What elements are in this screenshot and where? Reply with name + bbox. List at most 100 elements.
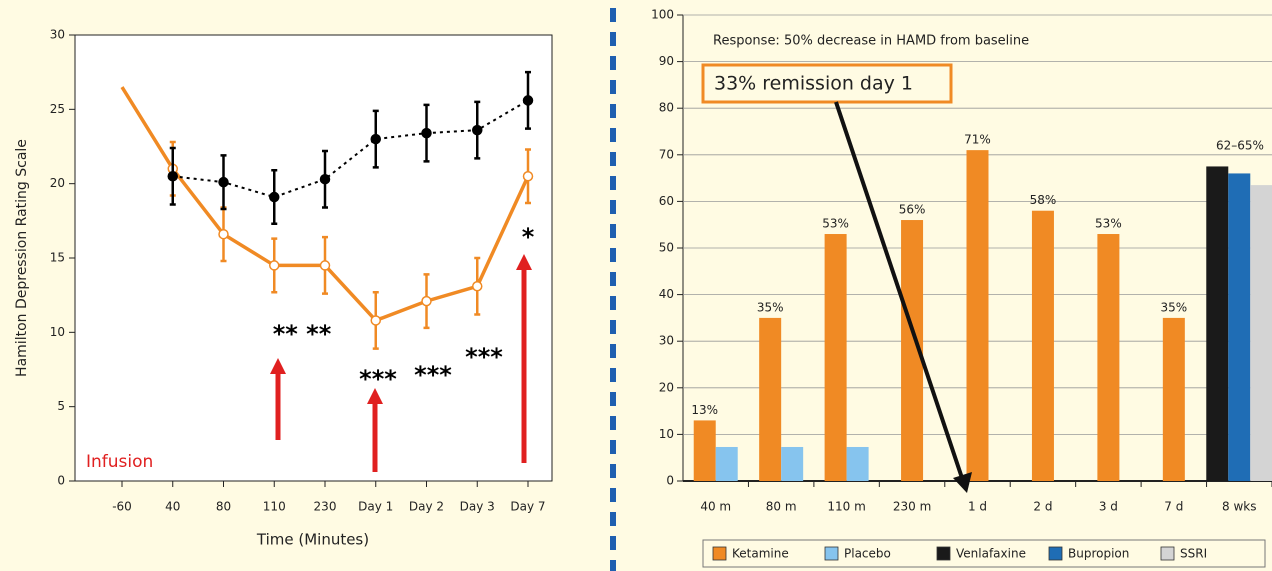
bar bbox=[901, 220, 924, 482]
x-tick-label: 110 bbox=[263, 500, 286, 514]
red-arrow-head bbox=[367, 388, 383, 404]
x-tick-label: 40 bbox=[165, 500, 180, 514]
bar bbox=[1228, 173, 1251, 481]
x-tick-label: 110 m bbox=[827, 500, 865, 514]
point bbox=[421, 127, 432, 139]
legend-swatch bbox=[936, 546, 951, 561]
x-tick-label: Day 7 bbox=[510, 500, 545, 514]
bar bbox=[1031, 210, 1054, 481]
significance-stars: *** bbox=[414, 361, 452, 389]
point bbox=[522, 170, 534, 182]
significance-stars: *** bbox=[465, 343, 503, 371]
legend-swatch bbox=[1160, 546, 1175, 561]
y-tick-label: 20 bbox=[659, 380, 674, 394]
y-tick-label: 90 bbox=[659, 54, 674, 68]
bar bbox=[824, 234, 847, 481]
legend-label: Ketamine bbox=[732, 547, 789, 561]
point bbox=[472, 124, 483, 136]
y-tick-label: 10 bbox=[659, 427, 674, 441]
pointer-arrow bbox=[834, 101, 964, 479]
point bbox=[218, 228, 229, 240]
value-label: 53% bbox=[1095, 217, 1122, 231]
value-label: 56% bbox=[899, 203, 926, 217]
point bbox=[421, 295, 432, 307]
bar bbox=[1250, 185, 1272, 481]
annotation-box bbox=[701, 63, 953, 104]
value-label: 58% bbox=[1030, 193, 1057, 207]
legend-swatch bbox=[824, 546, 839, 561]
bar bbox=[759, 317, 782, 481]
significance-stars: * bbox=[522, 223, 535, 251]
point bbox=[472, 280, 483, 292]
legend-label: Placebo bbox=[844, 547, 891, 561]
point bbox=[167, 170, 178, 182]
y-tick-label: 30 bbox=[50, 28, 65, 42]
point bbox=[370, 133, 381, 145]
bar bbox=[693, 420, 716, 481]
y-tick-label: 15 bbox=[50, 251, 65, 265]
bar bbox=[1162, 317, 1185, 481]
x-tick-label: 230 bbox=[314, 500, 337, 514]
point bbox=[319, 173, 331, 185]
y-tick-label: 70 bbox=[659, 147, 674, 161]
y-tick-label: 60 bbox=[659, 194, 674, 208]
y-tick-label: 100 bbox=[651, 8, 674, 22]
value-label: 71% bbox=[964, 133, 991, 147]
x-tick-label: 40 m bbox=[700, 500, 731, 514]
y-tick-label: 20 bbox=[50, 176, 65, 190]
y-tick-label: 25 bbox=[50, 102, 65, 116]
y-tick-label: 0 bbox=[57, 474, 65, 488]
x-tick-label: 80 m bbox=[766, 500, 797, 514]
y-tick-label: 40 bbox=[659, 287, 674, 301]
bar bbox=[715, 446, 738, 481]
y-tick-label: 30 bbox=[659, 334, 674, 348]
point bbox=[218, 176, 229, 188]
point bbox=[269, 260, 280, 271]
y-tick-label: 80 bbox=[659, 101, 674, 115]
legend-label: SSRI bbox=[1180, 547, 1207, 561]
bar bbox=[1206, 166, 1229, 481]
arrows bbox=[270, 254, 532, 472]
y-tick-label: 50 bbox=[659, 241, 674, 255]
x-tick-label: Day 2 bbox=[409, 500, 444, 514]
x-tick-label: 230 m bbox=[893, 500, 931, 514]
value-label: 35% bbox=[757, 300, 784, 314]
x-tick-label: 3 d bbox=[1099, 500, 1118, 514]
significance-stars: ** ** bbox=[273, 320, 332, 348]
y-axis-label: Hamilton Depression Rating Scale bbox=[14, 139, 30, 377]
red-arrow-head bbox=[270, 358, 286, 374]
series-line bbox=[172, 99, 529, 199]
x-axis-label: Time (Minutes) bbox=[256, 531, 369, 549]
x-tick-label: 1 d bbox=[968, 500, 987, 514]
annotation: 62–65% bbox=[1216, 139, 1264, 153]
point bbox=[319, 260, 331, 271]
y-tick-label: 5 bbox=[57, 399, 65, 413]
red-arrow-head bbox=[516, 254, 532, 270]
legend-swatch bbox=[712, 546, 727, 561]
bar bbox=[966, 150, 989, 481]
y-tick-label: 0 bbox=[666, 474, 674, 488]
value-label: 53% bbox=[822, 217, 849, 231]
x-tick-label: -60 bbox=[112, 500, 132, 514]
point bbox=[269, 191, 280, 203]
legend-label: Venlafaxine bbox=[956, 547, 1026, 561]
significance-stars: *** bbox=[359, 365, 397, 393]
legend-label: Bupropion bbox=[1068, 547, 1129, 561]
x-tick-label: Day 1 bbox=[358, 500, 393, 514]
annotation: 33% remission day 1 bbox=[714, 73, 913, 95]
value-label: 35% bbox=[1160, 300, 1187, 314]
annotation: Response: 50% decrease in HAMD from base… bbox=[713, 34, 1029, 49]
x-tick-label: 2 d bbox=[1033, 500, 1052, 514]
x-tick-label: 8 wks bbox=[1222, 500, 1256, 514]
left-plot-area bbox=[74, 34, 553, 482]
bar bbox=[846, 446, 869, 481]
point bbox=[522, 95, 534, 106]
x-tick-label: 7 d bbox=[1164, 500, 1183, 514]
x-tick-label: Day 3 bbox=[460, 500, 495, 514]
x-tick-label: 80 bbox=[216, 500, 231, 514]
bar bbox=[781, 446, 804, 481]
bar bbox=[1097, 234, 1120, 481]
pointer-arrow-head bbox=[953, 472, 972, 493]
y-tick-label: 10 bbox=[50, 325, 65, 339]
